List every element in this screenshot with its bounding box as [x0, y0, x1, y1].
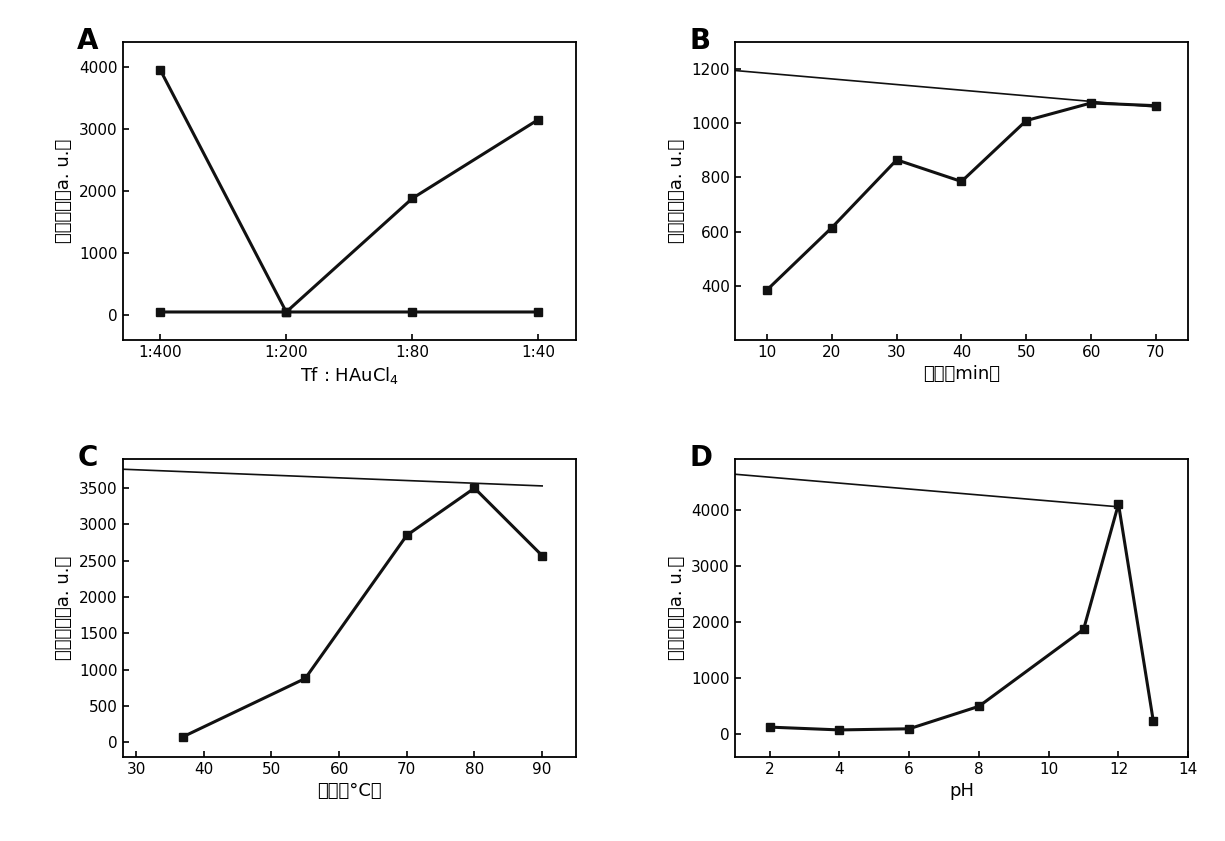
X-axis label: 温度（°C）: 温度（°C） [317, 782, 381, 801]
Y-axis label: 荧光强度（a. u.）: 荧光强度（a. u.） [668, 556, 686, 660]
X-axis label: 时间（min）: 时间（min） [922, 365, 1000, 383]
Text: C: C [77, 444, 98, 472]
Y-axis label: 荧光强度（a. u.）: 荧光强度（a. u.） [55, 556, 74, 660]
Text: D: D [690, 444, 713, 472]
Text: B: B [690, 27, 710, 56]
Text: A: A [77, 27, 99, 56]
Y-axis label: 荧光强度（a. u.）: 荧光强度（a. u.） [55, 139, 74, 243]
X-axis label: pH: pH [949, 782, 974, 801]
X-axis label: Tf : HAuCl$_4$: Tf : HAuCl$_4$ [300, 365, 399, 386]
Y-axis label: 荧光强度（a. u.）: 荧光强度（a. u.） [668, 139, 686, 243]
